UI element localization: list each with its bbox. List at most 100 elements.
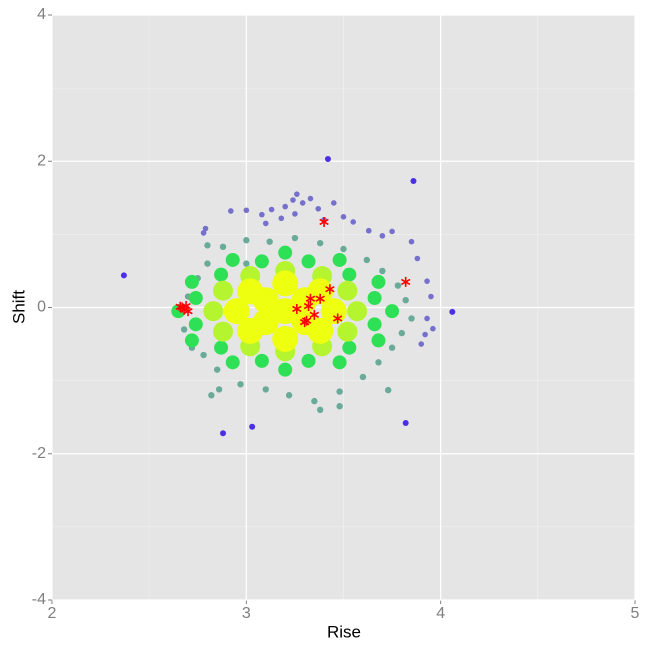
point (301, 353, 316, 368)
point (398, 329, 405, 337)
point (337, 280, 358, 301)
point (428, 293, 434, 300)
y-tick-label: -4 (32, 591, 46, 608)
point (307, 195, 314, 202)
y-tick-label: 4 (37, 6, 46, 23)
point (319, 216, 329, 227)
point (227, 208, 234, 214)
point (315, 205, 322, 212)
point (223, 298, 250, 325)
point (408, 315, 415, 322)
point (332, 313, 343, 324)
point (188, 290, 203, 305)
point (278, 362, 293, 377)
x-tick-label: 5 (631, 605, 640, 622)
point (262, 386, 269, 393)
point (225, 355, 240, 370)
point (371, 274, 386, 289)
point (213, 280, 234, 301)
point (214, 340, 229, 355)
point (367, 290, 382, 305)
point (347, 301, 368, 322)
x-tick-label: 3 (242, 605, 251, 622)
point (272, 298, 299, 325)
point (268, 206, 275, 213)
point (384, 386, 392, 394)
point (410, 177, 417, 184)
point (394, 282, 402, 289)
point (215, 386, 223, 393)
x-tick-label: 2 (48, 605, 57, 622)
point (188, 317, 203, 332)
point (243, 260, 250, 267)
y-tick-label: 0 (37, 299, 46, 316)
point (254, 254, 269, 269)
point (299, 200, 306, 206)
point (402, 420, 409, 427)
point (325, 284, 335, 295)
point (225, 252, 240, 267)
point (363, 256, 371, 264)
point (266, 238, 273, 245)
point (203, 301, 224, 322)
point (418, 341, 425, 347)
point (180, 326, 188, 333)
y-tick-label: 2 (37, 152, 46, 169)
point (337, 321, 358, 342)
point (252, 287, 279, 314)
point (342, 267, 357, 282)
point (291, 234, 299, 242)
x-tick-label: 4 (436, 605, 445, 622)
point (175, 301, 185, 312)
point (424, 315, 430, 322)
point (315, 293, 325, 304)
point (367, 317, 382, 332)
point (336, 403, 343, 410)
point (422, 331, 428, 338)
point (385, 304, 400, 319)
point (303, 301, 314, 312)
point (219, 243, 227, 251)
point (294, 191, 300, 197)
point (305, 293, 316, 304)
point (371, 333, 386, 348)
point (272, 325, 299, 352)
point (389, 228, 395, 235)
point (213, 366, 221, 373)
point (243, 207, 250, 214)
point (202, 225, 209, 232)
point (290, 197, 296, 203)
point (254, 353, 269, 368)
point (400, 276, 411, 287)
point (408, 238, 415, 245)
point (208, 392, 215, 399)
point (184, 274, 199, 289)
point (213, 321, 234, 342)
point (220, 430, 227, 437)
y-tick-label: -2 (32, 445, 46, 462)
point (278, 215, 285, 222)
point (316, 239, 324, 247)
point (375, 359, 382, 366)
point (340, 245, 347, 253)
point (292, 303, 302, 314)
point (359, 373, 367, 381)
point (292, 211, 298, 217)
point (342, 340, 357, 355)
point (301, 254, 316, 269)
x-axis-title: Rise (327, 622, 361, 641)
point (430, 325, 436, 332)
point (282, 203, 289, 210)
point (200, 230, 207, 236)
point (200, 351, 207, 359)
point (262, 220, 269, 227)
point (183, 306, 193, 317)
point (249, 423, 256, 430)
point (340, 214, 347, 220)
point (316, 406, 324, 414)
point (237, 381, 244, 388)
point (184, 333, 199, 348)
point (278, 245, 293, 260)
point (379, 233, 386, 239)
